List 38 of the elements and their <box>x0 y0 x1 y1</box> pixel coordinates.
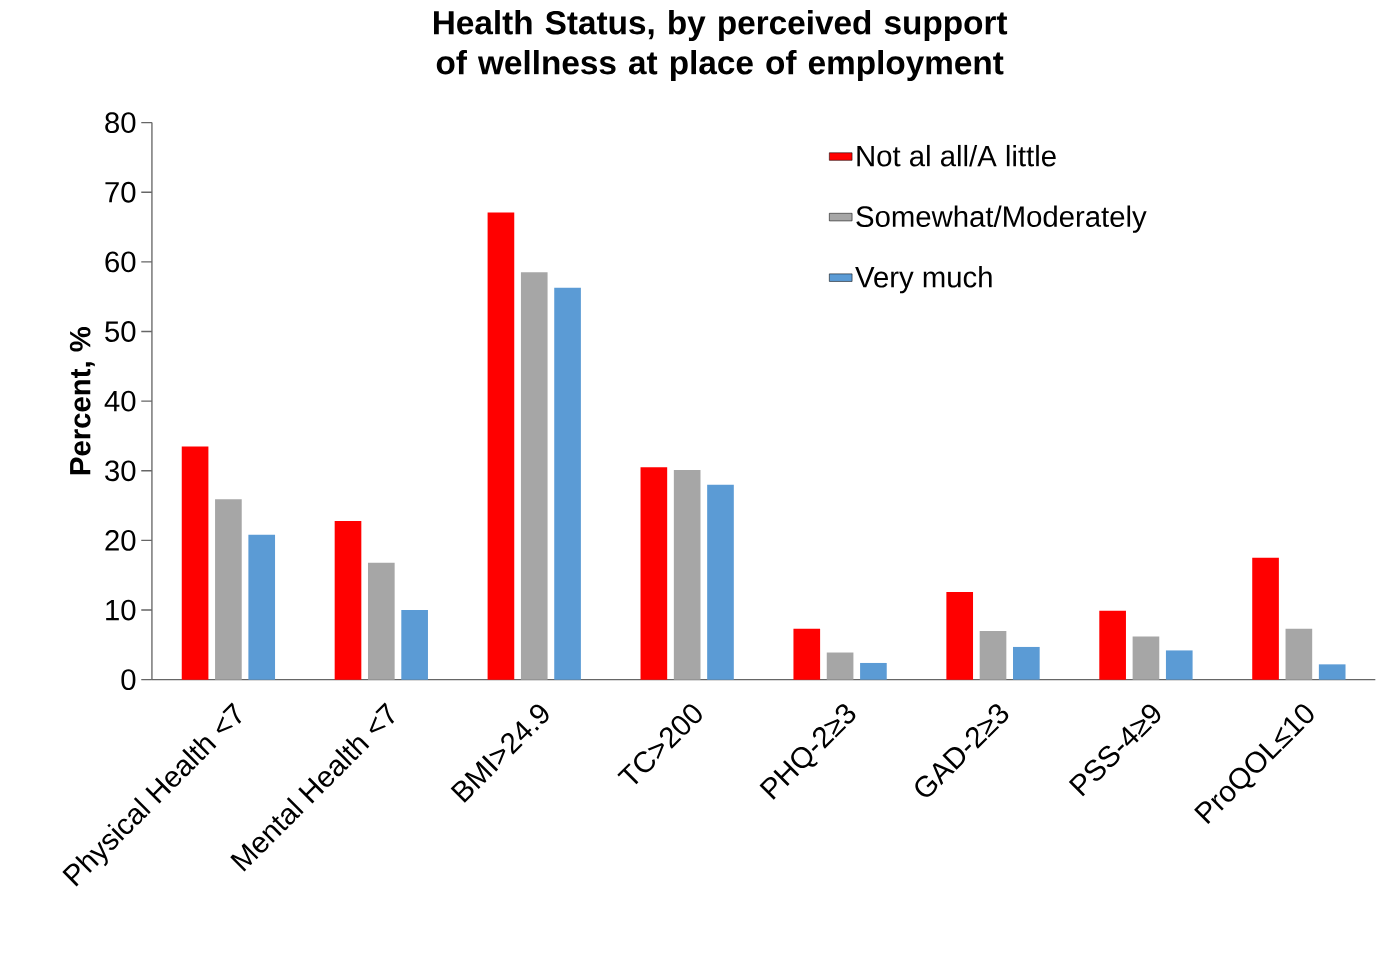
bar <box>520 272 548 680</box>
chart-title: Health Status, by perceived support of wellness at place of employment <box>434 9 1008 81</box>
y-tick-label: 80 <box>105 112 136 133</box>
y-tick-label: 30 <box>105 460 136 482</box>
bar <box>826 652 854 680</box>
bar <box>673 469 701 680</box>
y-tick-label: 0 <box>121 669 136 690</box>
bar <box>860 662 887 680</box>
bar <box>793 628 821 680</box>
bar <box>215 499 242 680</box>
bar <box>1013 646 1040 680</box>
bar <box>1285 628 1313 680</box>
bar <box>401 609 428 680</box>
bar <box>181 446 209 680</box>
bar <box>554 287 581 680</box>
y-tick-label: 70 <box>105 181 136 203</box>
bar <box>1318 664 1346 680</box>
bar <box>1099 610 1126 680</box>
legend-label: Very much <box>855 265 992 294</box>
bar <box>334 520 362 680</box>
bar <box>707 484 734 680</box>
y-tick-label: 40 <box>104 390 136 412</box>
bar <box>1132 636 1160 680</box>
bar <box>946 591 974 680</box>
y-axis-title: Percent, % <box>69 326 95 475</box>
bar <box>248 534 276 680</box>
bar <box>1165 650 1193 680</box>
y-tick-label: 50 <box>105 321 136 342</box>
bar <box>487 212 515 680</box>
legend-label: Not al all/A little <box>857 144 1056 167</box>
y-tick-label: 20 <box>105 529 136 551</box>
bar <box>640 467 668 680</box>
bar <box>1252 557 1279 680</box>
bar <box>367 562 395 680</box>
y-tick-label: 60 <box>105 251 136 273</box>
legend-label: Somewhat/Moderately <box>856 205 1147 233</box>
bar <box>979 630 1007 680</box>
y-tick-label: 10 <box>106 599 136 621</box>
